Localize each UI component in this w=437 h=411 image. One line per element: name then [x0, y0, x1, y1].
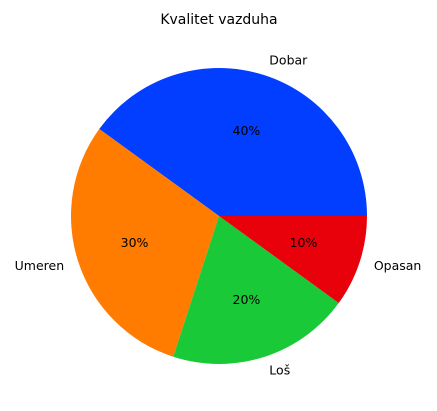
slice-percent-umeren: 30%: [121, 235, 149, 250]
slice-label-los: Loš: [269, 362, 290, 377]
slice-percent-opasan: 10%: [290, 235, 318, 250]
pie-slices: [71, 68, 367, 364]
slice-label-opasan: Opasan: [374, 258, 422, 273]
slice-percent-los: 20%: [233, 292, 261, 307]
slice-percent-dobar: 40%: [233, 123, 261, 138]
slice-label-dobar: Dobar: [269, 53, 308, 68]
slice-label-umeren: Umeren: [15, 258, 65, 273]
chart-title: Kvalitet vazduha: [160, 12, 277, 28]
